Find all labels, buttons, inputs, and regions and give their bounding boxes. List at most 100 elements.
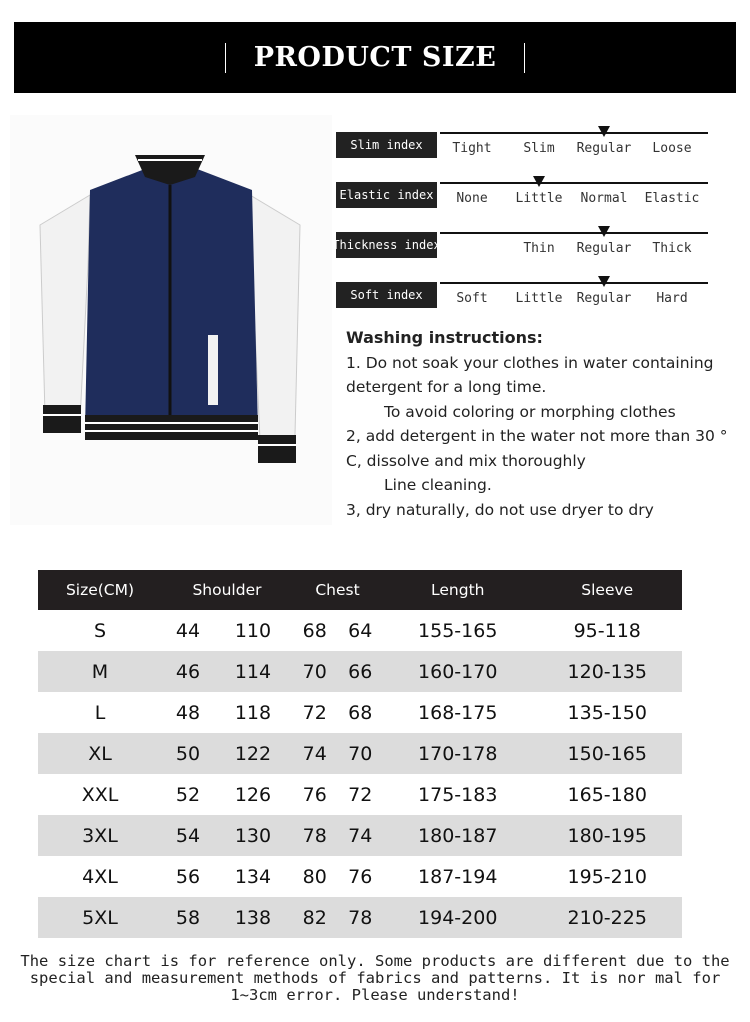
table-cell: 46	[162, 651, 214, 692]
table-cell: 64	[348, 619, 373, 642]
washing-line: Line cleaning.	[384, 476, 492, 494]
table-cell: 78	[291, 815, 338, 856]
table-cell: 58	[162, 897, 214, 938]
table-cell: 5XL	[38, 897, 162, 938]
title-banner: PRODUCT SIZE	[14, 22, 736, 93]
header-size: Size(CM)	[38, 570, 162, 610]
index-option: Little	[515, 291, 563, 306]
table-cell: 76	[302, 783, 327, 806]
table-cell: 52	[175, 783, 201, 806]
index-option: Soft	[456, 291, 488, 306]
index-option: Regular	[576, 141, 632, 156]
table-cell: 194-200	[383, 897, 533, 938]
table-row: 4XL 56 134 80 76 187-194 195-210	[38, 856, 682, 897]
scale-line	[440, 182, 708, 184]
index-label: Soft index	[336, 282, 437, 308]
table-cell: 130	[213, 815, 292, 856]
table-cell: 195-210	[567, 865, 647, 888]
header-shoulder: Shoulder	[162, 570, 292, 610]
table-cell: 110	[234, 619, 272, 642]
table-cell: 48	[175, 701, 201, 724]
washing-instructions: Washing instructions: 1. Do not soak you…	[346, 326, 736, 522]
index-option: None	[456, 191, 488, 206]
table-cell: 175-183	[418, 783, 498, 806]
table-row: 3XL 54 130 78 74 180-187 180-195	[38, 815, 682, 856]
table-header: Size(CM) Shoulder Chest Length Sleeve	[38, 570, 682, 610]
table-row: 5XL 58 138 82 78 194-200 210-225	[38, 897, 682, 938]
selected-marker-icon	[533, 176, 545, 187]
scale-line	[440, 232, 708, 234]
index-option: Thick	[652, 241, 692, 256]
disclaimer-note: The size chart is for reference only. So…	[20, 952, 730, 1004]
table-cell: 150-165	[532, 733, 682, 774]
table-cell: S	[93, 619, 107, 642]
table-cell: 72	[302, 701, 327, 724]
washing-line: 1. Do not soak your clothes in water con…	[346, 353, 714, 397]
index-option: Normal	[580, 191, 628, 206]
selected-marker-icon	[598, 226, 610, 237]
table-cell: 180-187	[383, 815, 533, 856]
table-cell: 160-170	[383, 651, 533, 692]
table-row: M 46 114 70 66 160-170 120-135	[38, 651, 682, 692]
table-cell: 70	[337, 733, 384, 774]
table-cell: XXL	[81, 783, 119, 806]
table-cell: 122	[213, 733, 292, 774]
table-cell: 134	[234, 865, 272, 888]
washing-line: 3, dry naturally, do not use dryer to dr…	[346, 500, 654, 519]
table-cell: 54	[162, 815, 214, 856]
index-scale-elastic: Elastic index None Little Normal Elastic	[336, 170, 716, 210]
index-option: Loose	[652, 141, 692, 156]
table-cell: 120-135	[532, 651, 682, 692]
index-option: Elastic	[644, 191, 700, 206]
page-title: PRODUCT SIZE	[224, 42, 526, 73]
index-option: Little	[515, 191, 563, 206]
table-cell: XL	[38, 733, 162, 774]
table-cell: 114	[213, 651, 292, 692]
table-cell: 118	[234, 701, 272, 724]
table-cell: 68	[348, 701, 373, 724]
table-cell: 56	[175, 865, 201, 888]
table-cell: 180-195	[532, 815, 682, 856]
selected-marker-icon	[598, 126, 610, 137]
table-cell: M	[38, 651, 162, 692]
table-row: XL 50 122 74 70 170-178 150-165	[38, 733, 682, 774]
table-cell: 72	[348, 783, 373, 806]
table-cell: 126	[234, 783, 272, 806]
table-cell: 68	[302, 619, 327, 642]
table-row: XXL 52 126 76 72 175-183 165-180	[38, 774, 682, 815]
table-cell: 95-118	[573, 619, 641, 642]
table-cell: L	[94, 701, 106, 724]
index-scale-soft: Soft index Soft Little Regular Hard	[336, 270, 716, 310]
scale-line	[440, 282, 708, 284]
washing-line: 2, add detergent in the water not more t…	[346, 427, 728, 470]
table-cell: 50	[162, 733, 214, 774]
table-cell: 76	[348, 865, 373, 888]
table-row: S 44 110 68 64 155-165 95-118	[38, 610, 682, 651]
header-length: Length	[383, 570, 533, 610]
table-cell: 168-175	[418, 701, 498, 724]
table-cell: 210-225	[532, 897, 682, 938]
table-cell: 78	[337, 897, 384, 938]
index-label: Slim index	[336, 132, 437, 158]
index-option: Regular	[576, 291, 632, 306]
index-label: Thickness index	[332, 232, 441, 258]
index-label: Elastic index	[336, 182, 437, 208]
header-sleeve: Sleeve	[532, 570, 682, 610]
table-cell: 66	[337, 651, 384, 692]
table-cell: 187-194	[418, 865, 498, 888]
table-cell: 170-178	[383, 733, 533, 774]
washing-title: Washing instructions:	[346, 328, 543, 347]
jacket-image	[10, 115, 332, 525]
table-cell: 70	[291, 651, 338, 692]
size-table: Size(CM) Shoulder Chest Length Sleeve S 4…	[38, 570, 682, 938]
selected-marker-icon	[598, 276, 610, 287]
index-option: Tight	[452, 141, 492, 156]
table-cell: 4XL	[82, 865, 118, 888]
table-cell: 3XL	[38, 815, 162, 856]
table-cell: 135-150	[567, 701, 647, 724]
table-cell: 74	[337, 815, 384, 856]
header-chest: Chest	[291, 570, 384, 610]
table-cell: 155-165	[418, 619, 498, 642]
table-cell: 138	[213, 897, 292, 938]
index-scale-thickness: Thickness index Thin Regular Thick	[332, 220, 716, 260]
